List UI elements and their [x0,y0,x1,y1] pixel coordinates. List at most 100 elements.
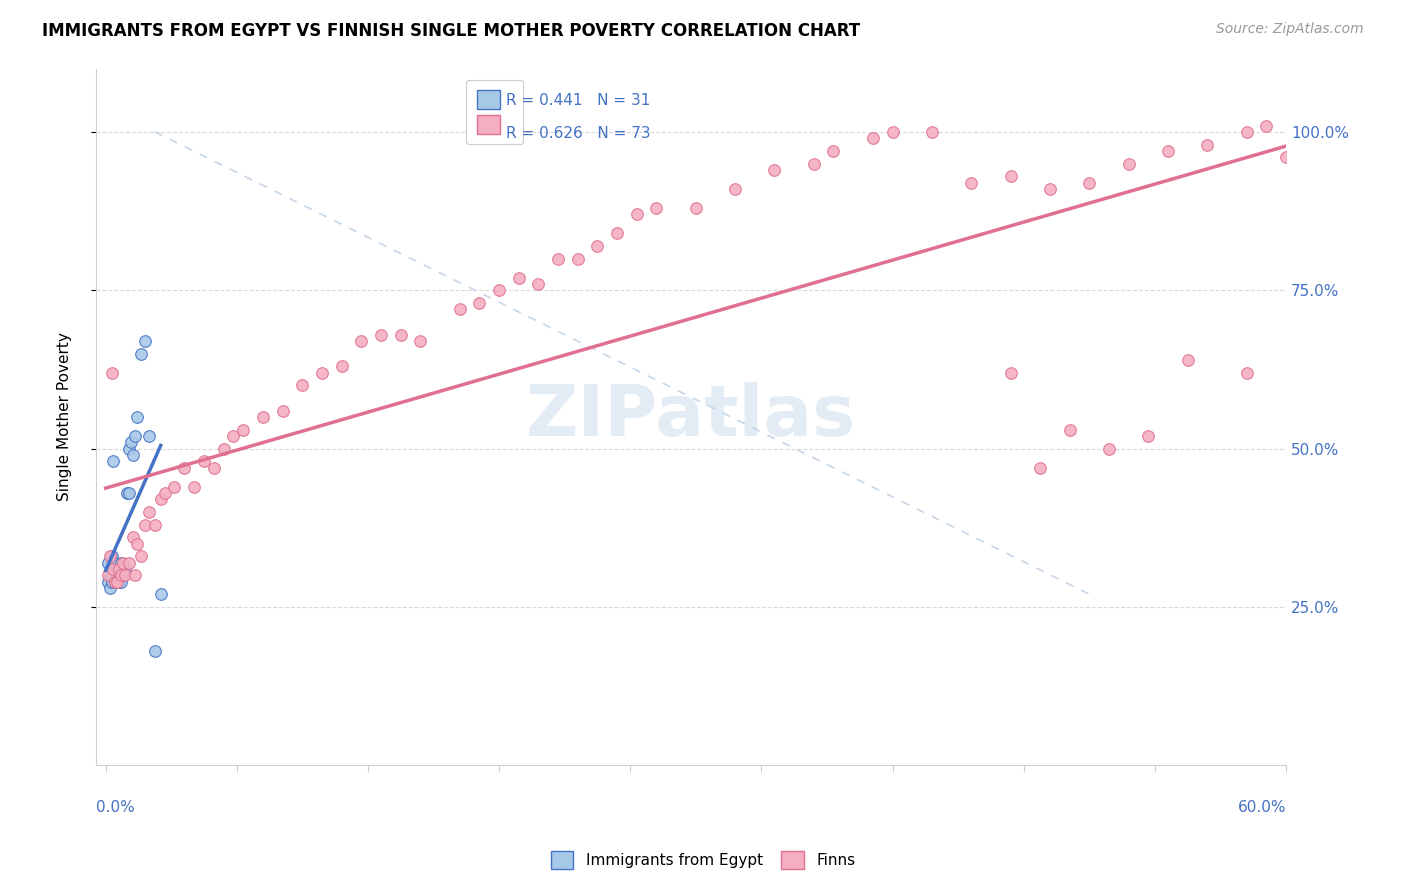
Point [527,277,550,291]
Point [1157,144,1180,158]
Point [134,334,156,348]
Point [508,270,530,285]
Point [127,409,149,424]
Point [104,574,127,589]
Point [1197,137,1219,152]
Point [110,556,132,570]
Text: 0.0%: 0.0% [96,800,135,815]
Point [103,568,125,582]
Point [763,162,786,177]
Point [1275,150,1298,164]
Point [626,207,648,221]
Point [1029,460,1052,475]
Point [97,568,120,582]
Point [112,568,135,582]
Point [1059,423,1081,437]
Point [1000,169,1022,184]
Point [100,366,122,380]
Point [118,442,141,456]
Text: 60.0%: 60.0% [1237,800,1286,815]
Point [153,486,176,500]
Point [685,201,707,215]
Point [1236,125,1258,139]
Point [163,479,186,493]
Point [110,568,132,582]
Point [110,574,132,589]
Point [488,283,510,297]
Point [567,252,589,266]
Point [118,556,141,570]
Point [409,334,432,348]
Point [143,517,166,532]
Point [100,549,122,564]
Point [100,562,122,576]
Point [1000,366,1022,380]
Point [862,131,884,145]
Point [149,492,172,507]
Point [173,460,195,475]
Text: IMMIGRANTS FROM EGYPT VS FINNISH SINGLE MOTHER POVERTY CORRELATION CHART: IMMIGRANTS FROM EGYPT VS FINNISH SINGLE … [42,22,860,40]
Point [117,486,139,500]
Point [1236,366,1258,380]
Point [122,530,145,544]
Point [212,442,235,456]
Legend:  ,  : , [467,79,523,145]
Point [1078,176,1101,190]
Point [1256,119,1278,133]
Point [103,454,125,468]
Point [1098,442,1121,456]
Point [1039,182,1062,196]
Point [124,429,146,443]
Point [724,182,747,196]
Point [1137,429,1160,443]
Point [882,125,904,139]
Point [193,454,215,468]
Point [1118,156,1140,170]
Point [311,366,333,380]
Point [823,144,845,158]
Point [118,486,141,500]
Point [103,562,125,576]
Point [370,327,392,342]
Point [97,556,120,570]
Point [271,403,294,417]
Point [803,156,825,170]
Point [330,359,353,374]
Point [468,296,491,310]
Point [108,568,131,582]
Point [108,574,131,589]
Point [97,574,120,589]
Point [138,505,160,519]
Point [606,226,628,240]
Legend: Immigrants from Egypt, Finns: Immigrants from Egypt, Finns [544,845,862,875]
Point [98,549,121,564]
Point [547,252,569,266]
Point [127,536,149,550]
Point [114,562,136,576]
Point [124,568,146,582]
Text: ZIPatlas: ZIPatlas [526,383,856,451]
Point [138,429,160,443]
Point [586,239,609,253]
Point [291,378,314,392]
Point [112,556,135,570]
Text: R = 0.626   N = 73: R = 0.626 N = 73 [506,126,651,141]
Text: Source: ZipAtlas.com: Source: ZipAtlas.com [1216,22,1364,37]
Point [252,409,274,424]
Point [183,479,205,493]
Point [134,517,156,532]
Point [350,334,373,348]
Point [449,302,471,317]
Point [1177,352,1199,367]
Point [202,460,225,475]
Point [107,574,129,589]
Point [129,346,152,360]
Point [120,435,142,450]
Point [921,125,943,139]
Point [122,448,145,462]
Point [129,549,152,564]
Point [104,556,127,570]
Point [222,429,245,443]
Point [149,587,172,601]
Point [98,568,121,582]
